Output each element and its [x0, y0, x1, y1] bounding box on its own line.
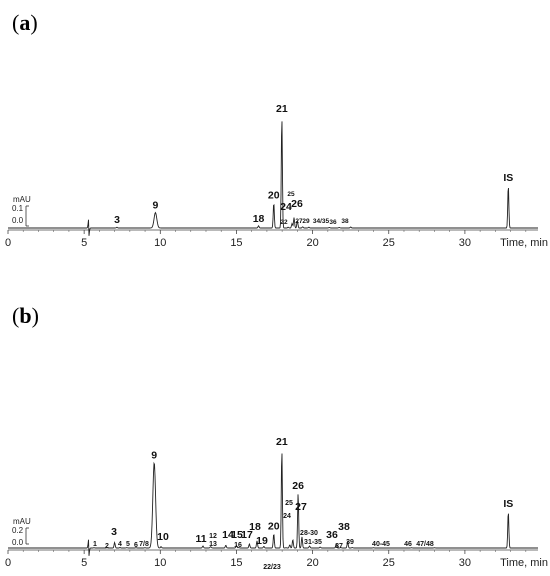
panel-a-x-ticks: 0 5 10 15 20 25 30 — [5, 230, 527, 249]
x-tick-label: 30 — [459, 557, 471, 569]
x-tick-label: 30 — [459, 237, 471, 249]
peak-label: 4 — [118, 541, 122, 548]
peak-label: 37 — [335, 543, 343, 550]
peak-label: 29 — [302, 218, 310, 225]
peak-label: 11 — [195, 533, 206, 545]
peak-label: 12 — [209, 533, 217, 540]
peak-label: IS — [503, 172, 513, 184]
peak-label: 31-35 — [304, 539, 322, 546]
peak-label: 13 — [209, 541, 217, 548]
peak-label: 22 — [280, 219, 288, 226]
peak-label: 18 — [253, 213, 265, 225]
peak-label: 7/8 — [139, 541, 149, 548]
peak-label: 36 — [329, 219, 337, 226]
peak-label: 21 — [276, 436, 288, 448]
peak-label: 19 — [256, 535, 268, 547]
peak-label: 25 — [285, 500, 293, 507]
panel-a-scale-unit: mAU — [13, 195, 31, 204]
x-tick-label: 5 — [81, 237, 87, 249]
panel-b-x-ticks: 0 5 10 15 20 25 30 — [5, 550, 527, 569]
peak-label: 18 — [249, 521, 261, 533]
peak-label: 24 — [283, 513, 291, 520]
peak-label: 9 — [153, 200, 159, 212]
peak-label: 5 — [126, 541, 130, 548]
peak-label: 10 — [157, 531, 169, 543]
panel-b-scale-unit: mAU — [13, 517, 31, 526]
peak-label: 38 — [341, 218, 349, 225]
panel-a-label: (a) — [12, 10, 38, 35]
peak-label: 40-45 — [372, 541, 390, 548]
peak-label: 22/23 — [263, 564, 281, 571]
panel-b-scale-min: 0.0 — [12, 538, 24, 547]
x-tick-label: 20 — [306, 557, 318, 569]
peak-label: 26 — [291, 198, 303, 210]
peak-label: 21 — [276, 103, 288, 115]
peak-label: 39 — [346, 539, 354, 546]
peak-label: 3 — [114, 214, 120, 226]
panel-b-scale-bar: mAU 0.2 0.0 — [12, 517, 31, 547]
peak-label: 1 — [93, 541, 97, 548]
peak-label: 20 — [268, 521, 280, 533]
peak-label: 9 — [151, 449, 157, 461]
peak-label: 38 — [338, 521, 350, 533]
peak-label: 6 — [134, 542, 138, 549]
panel-b-x-axis-label: Time, min — [500, 557, 548, 569]
panel-b-chromatogram: (b) 0 5 10 15 20 25 30 Time, min mAU 0.2 0.0 1… — [5, 303, 548, 571]
peak-label: 47/48 — [416, 541, 434, 548]
x-tick-label: 25 — [383, 557, 395, 569]
peak-label: 24 — [280, 201, 292, 213]
x-tick-label: 20 — [306, 237, 318, 249]
x-tick-label: 0 — [5, 237, 11, 249]
peak-label: 26 — [292, 480, 304, 492]
peak-label: 34/35 — [313, 218, 330, 225]
panel-a-x-axis-label: Time, min — [500, 237, 548, 249]
panel-a-scale-min: 0.0 — [12, 216, 24, 225]
panel-a-scale-bar: mAU 0.1 0.0 — [12, 195, 31, 227]
panel-b-scale-max: 0.2 — [12, 526, 24, 535]
peak-label: 25 — [287, 191, 295, 198]
peak-label: 15 — [231, 529, 243, 541]
panel-a-trace — [8, 121, 538, 236]
peak-label: 2 — [105, 543, 109, 550]
x-tick-label: 0 — [5, 557, 11, 569]
peak-label: 27 — [295, 501, 307, 513]
peak-label: 16 — [234, 542, 242, 549]
x-tick-label: 10 — [154, 557, 166, 569]
x-tick-label: 10 — [154, 237, 166, 249]
peak-label: 27 — [295, 218, 303, 225]
peak-label: 17 — [241, 529, 253, 541]
x-tick-label: 15 — [230, 557, 242, 569]
peak-label: IS — [503, 498, 513, 510]
peak-label: 28-30 — [300, 530, 318, 537]
x-tick-label: 25 — [383, 237, 395, 249]
x-tick-label: 15 — [230, 237, 242, 249]
panel-a-scale-max: 0.1 — [12, 204, 24, 213]
panel-b-trace — [8, 453, 538, 556]
peak-label: 20 — [268, 190, 280, 202]
peak-label: 3 — [111, 526, 117, 538]
x-tick-label: 5 — [81, 557, 87, 569]
peak-label: 46 — [404, 541, 412, 548]
panel-a-chromatogram: (a) 0 5 10 15 20 25 30 Time, min mAU 0.1 0.0 3… — [5, 10, 548, 249]
peak-label: 14 — [222, 529, 234, 541]
panel-b-label: (b) — [12, 303, 39, 328]
peak-label: 36 — [326, 529, 338, 541]
